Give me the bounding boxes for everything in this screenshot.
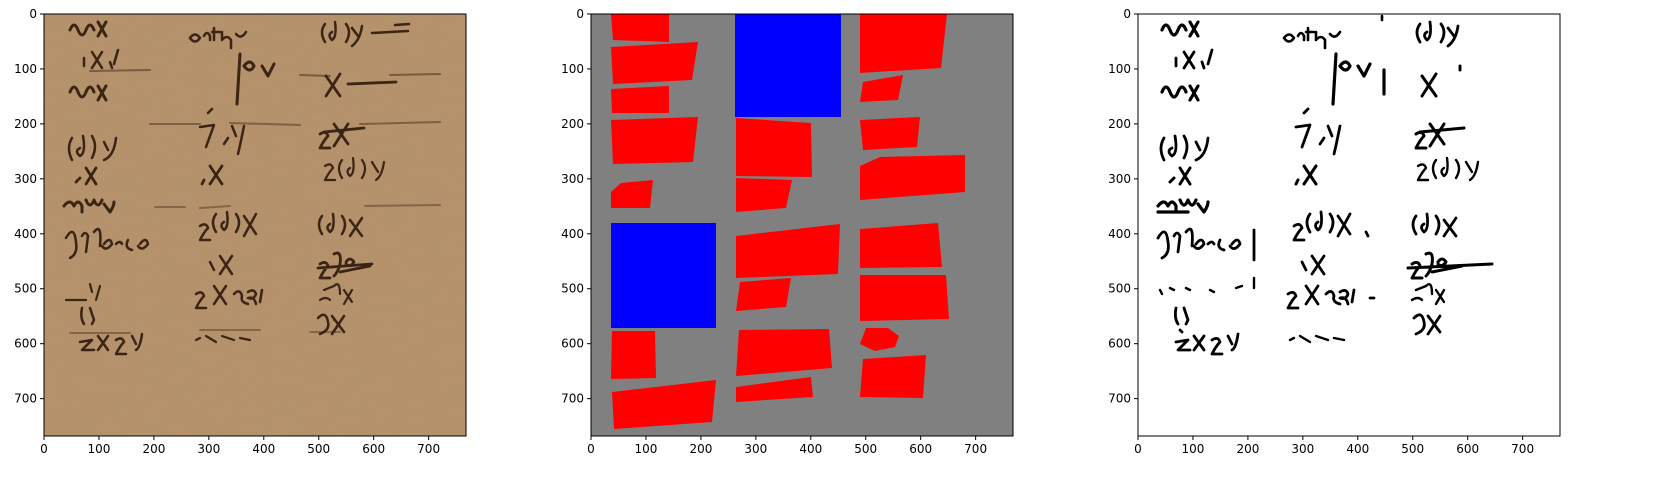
y-tick-label: 400: [561, 227, 584, 241]
text-region: [860, 117, 920, 150]
y-tick-label: 200: [1108, 117, 1131, 131]
x-tick-label: 600: [362, 442, 385, 456]
x-tick-label: 700: [964, 442, 987, 456]
binarized-background: [1138, 14, 1560, 436]
text-region: [611, 117, 698, 164]
text-region: [860, 75, 903, 102]
manuscript-frame: [43, 13, 467, 437]
text-region: [860, 155, 965, 200]
x-tick-label: 200: [689, 442, 712, 456]
y-tick-label: 500: [561, 282, 584, 296]
text-regions: [611, 14, 965, 429]
binarized-xticks: 0 100 200 300 400 500 600 700: [1134, 436, 1534, 456]
y-tick-label: 300: [561, 172, 584, 186]
x-tick-label: 300: [744, 442, 767, 456]
segmentation-frame: [590, 13, 1014, 437]
y-tick-label: 600: [14, 337, 37, 351]
text-region: [736, 118, 812, 177]
x-tick-label: 0: [1134, 442, 1142, 456]
x-tick-label: 400: [1346, 442, 1369, 456]
binarized-ink: [1156, 14, 1494, 356]
text-region: [860, 355, 926, 398]
y-tick-label: 100: [561, 62, 584, 76]
x-tick-label: 200: [142, 442, 165, 456]
manuscript-ink: [62, 20, 441, 356]
y-tick-label: 700: [14, 392, 37, 406]
text-region: [736, 224, 840, 278]
y-tick-label: 200: [14, 117, 37, 131]
segmentation-yticks: 0 100 200 300 400 500 600 700: [561, 7, 591, 406]
text-region: [611, 42, 698, 84]
manuscript-panel: 0 100 200 300 400 500 600 700 0 100 200 300 400 500 6…: [14, 7, 467, 456]
x-tick-label: 100: [634, 442, 657, 456]
text-region: [612, 380, 716, 429]
parchment-texture: [44, 14, 466, 436]
manuscript-yticks: 0 100 200 300 400 500 600 700: [14, 7, 44, 406]
y-tick-label: 0: [29, 7, 37, 21]
y-tick-label: 700: [561, 392, 584, 406]
x-tick-label: 400: [252, 442, 275, 456]
y-tick-label: 0: [576, 7, 584, 21]
text-region: [736, 278, 791, 311]
y-tick-label: 500: [14, 282, 37, 296]
y-tick-label: 100: [14, 62, 37, 76]
y-tick-label: 400: [14, 227, 37, 241]
y-tick-label: 600: [561, 337, 584, 351]
y-tick-label: 600: [1108, 337, 1131, 351]
x-tick-label: 500: [854, 442, 877, 456]
text-region: [611, 331, 656, 379]
text-region: [736, 329, 832, 376]
x-tick-label: 400: [799, 442, 822, 456]
blank-region: [611, 223, 716, 328]
binarized-yticks: 0 100 200 300 400 500 600 700: [1108, 7, 1138, 406]
y-tick-label: 500: [1108, 282, 1131, 296]
y-tick-label: 300: [14, 172, 37, 186]
x-tick-label: 700: [417, 442, 440, 456]
text-region: [611, 86, 669, 113]
y-tick-label: 300: [1108, 172, 1131, 186]
blank-regions: [611, 14, 841, 328]
y-tick-label: 0: [1123, 7, 1131, 21]
text-region: [611, 180, 653, 208]
x-tick-label: 300: [197, 442, 220, 456]
binarized-frame: [1137, 13, 1561, 437]
x-tick-label: 500: [1401, 442, 1424, 456]
text-region: [736, 377, 813, 402]
segmentation-xticks: 0 100 200 300 400 500 600 700: [587, 436, 987, 456]
text-region: [860, 223, 942, 268]
x-tick-label: 600: [909, 442, 932, 456]
x-tick-label: 700: [1511, 442, 1534, 456]
x-tick-label: 200: [1236, 442, 1259, 456]
x-tick-label: 100: [1181, 442, 1204, 456]
x-tick-label: 300: [1291, 442, 1314, 456]
y-tick-label: 400: [1108, 227, 1131, 241]
x-tick-label: 0: [40, 442, 48, 456]
text-region: [611, 14, 669, 42]
x-tick-label: 0: [587, 442, 595, 456]
text-region: [860, 328, 899, 351]
blank-region: [735, 14, 841, 117]
binarized-panel: 0 100 200 300 400 500 600 700 0 100 200 300 400 500 6…: [1108, 7, 1561, 456]
x-tick-label: 100: [87, 442, 110, 456]
y-tick-label: 200: [561, 117, 584, 131]
y-tick-label: 100: [1108, 62, 1131, 76]
x-tick-label: 500: [307, 442, 330, 456]
text-region: [860, 275, 949, 321]
segmentation-panel: 0 100 200 300 400 500 600 700 0 100 200 300 400 500 6…: [561, 7, 1014, 456]
text-region: [860, 14, 947, 73]
manuscript-xticks: 0 100 200 300 400 500 600 700: [40, 436, 440, 456]
x-tick-label: 600: [1456, 442, 1479, 456]
text-region: [736, 178, 792, 212]
y-tick-label: 700: [1108, 392, 1131, 406]
